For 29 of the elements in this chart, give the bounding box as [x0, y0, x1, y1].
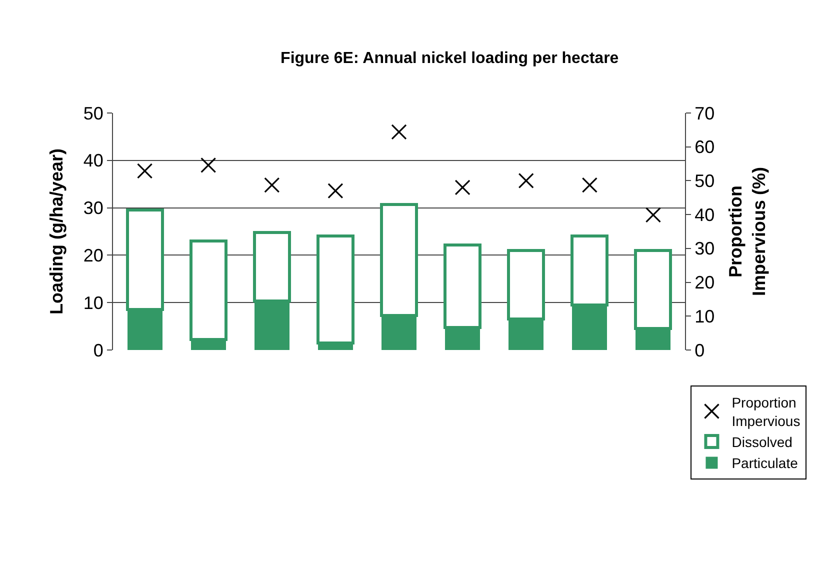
y2-tick-label: 30 [694, 238, 715, 259]
y2-tick-label: 10 [694, 306, 715, 326]
y-tick-label: 10 [83, 292, 104, 313]
y2-tick-label: 50 [694, 171, 715, 192]
y2-tick-label: 0 [694, 340, 705, 360]
point [136, 163, 153, 179]
y2-tick-label: 20 [694, 272, 715, 293]
point [645, 207, 662, 223]
y2-axis-title: Proportion Impervious (%) [726, 166, 770, 296]
point [200, 157, 216, 173]
point [454, 180, 470, 196]
y-axis-title: Loading (g/ha/year) [46, 148, 67, 315]
legend-label: Proportion Impervious [732, 394, 800, 429]
point [328, 183, 344, 199]
point [582, 177, 598, 193]
y-tick-label: 40 [83, 150, 104, 171]
legend-label: Dissolved [732, 434, 792, 450]
point [518, 172, 534, 189]
y-tick-label: 0 [93, 340, 104, 360]
y2-tick-label: 60 [694, 137, 715, 158]
point [391, 124, 407, 140]
chart-title: Figure 6E: Annual nickel loading per hectare [280, 50, 619, 67]
y2-tick-label: 40 [694, 204, 715, 225]
y2-tick-label: 70 [694, 103, 715, 124]
y-tick-label: 30 [83, 198, 104, 218]
point [264, 177, 280, 193]
y-tick-label: 50 [83, 103, 104, 124]
legend-label: Particulate [732, 455, 798, 472]
y-tick-label: 20 [83, 246, 104, 266]
